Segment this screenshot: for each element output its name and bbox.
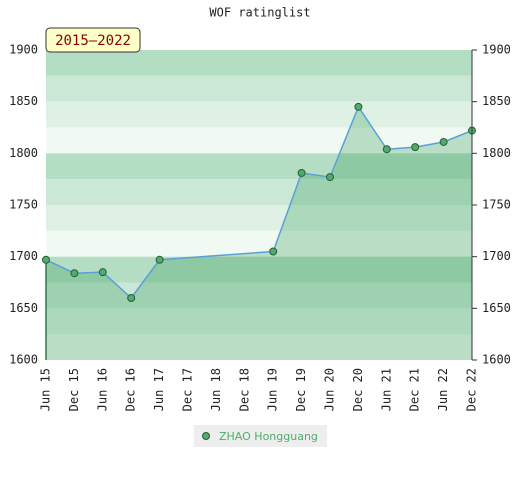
x-tick-label: Jun 21 [379,368,393,411]
band [46,282,472,309]
area [46,106,472,360]
x-tick-label: Dec 21 [408,368,422,411]
point [439,137,448,146]
x-tick-label: Dec 17 [181,368,195,411]
y-tick-label: 1850 [9,94,38,108]
point [70,269,79,278]
y2-tick-label: 1850 [482,94,511,108]
legend-marker [202,432,210,440]
x-tick-label: Jun 16 [95,368,109,411]
x-tick-label: Jun 19 [266,368,280,411]
x-tick-label: Dec 20 [351,368,365,411]
y2-tick-label: 1700 [482,249,511,263]
band [46,256,472,283]
point [42,255,50,264]
band [46,179,472,205]
x-tick-label: Jun 15 [39,368,53,411]
point [127,294,136,302]
y-tick-label: 1700 [9,249,38,263]
band [46,205,472,231]
y-tick-label: 1750 [9,198,38,212]
point [155,255,164,264]
y-tick-label: 1900 [9,43,38,57]
point [354,102,363,111]
point [411,143,420,152]
x-tick-label: Jun 20 [323,368,337,411]
x-tick-label: Jun 18 [209,368,223,411]
y2-tick-label: 1900 [482,43,511,57]
y2-tick-label: 1750 [482,198,511,212]
annotation: 2015–2022 [55,33,131,49]
x-tick-label: Jun 17 [152,368,166,411]
point [98,268,107,277]
x-tick-label: Dec 19 [294,368,308,411]
point [326,173,334,182]
x-tick-label: Dec 15 [67,368,81,411]
chart-title: WOF ratinglist [209,6,310,20]
legend [194,425,327,447]
annotation-box [45,27,141,53]
band [46,334,472,360]
band [46,75,472,102]
y2-tick-label: 1600 [482,353,511,367]
y-tick-label: 1650 [9,301,38,315]
y2-tick-label: 1650 [482,301,511,315]
point [269,247,278,256]
x-tick-label: Dec 16 [124,368,138,411]
band [46,50,472,76]
x-tick-label: Jun 22 [436,368,450,411]
band [46,308,472,335]
band [46,153,472,180]
x-tick-label: Dec 22 [465,368,479,411]
point [297,168,306,177]
y-tick-label: 1800 [9,146,38,160]
x-tick-label: Dec 18 [237,368,251,411]
band [46,127,472,154]
band [46,101,472,128]
point [382,145,391,154]
y2-tick-label: 1800 [482,146,511,160]
legend-label: ZHAO Hongguang [219,430,318,443]
y-tick-label: 1600 [9,353,38,367]
